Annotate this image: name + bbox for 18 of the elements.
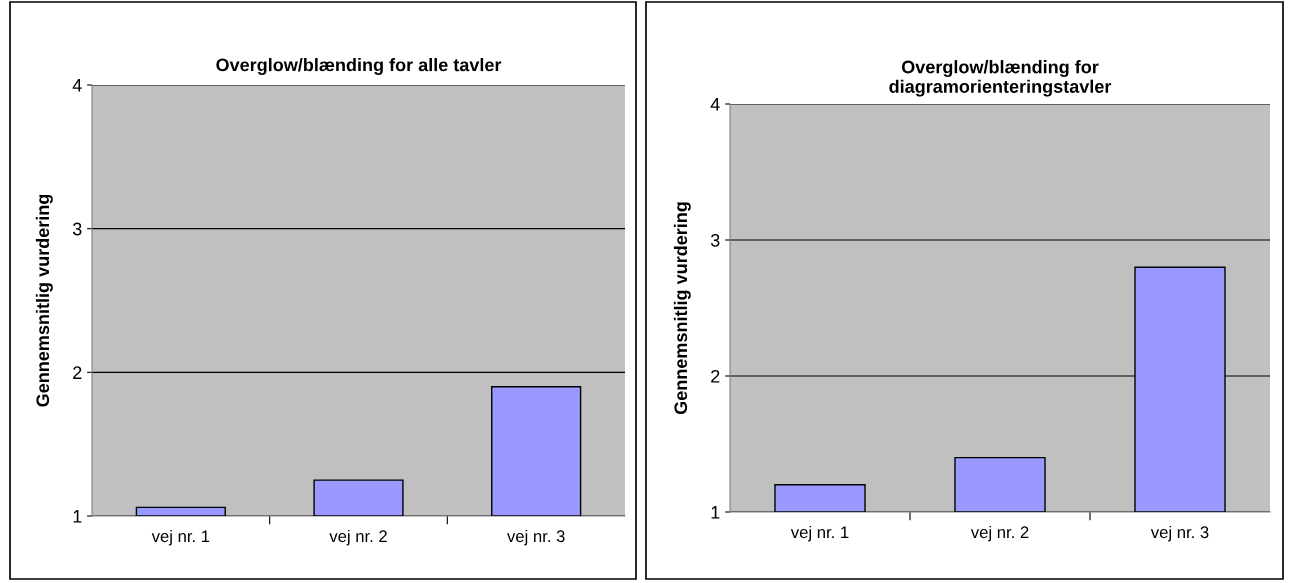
y-tick-label: 2 bbox=[73, 366, 82, 379]
chart-title: Overglow/blænding for diagramorienteringstavler bbox=[889, 60, 1112, 97]
chart-title: Overglow/blænding for alle tavler bbox=[216, 58, 502, 75]
y-tick-label: 4 bbox=[710, 98, 720, 111]
x-tick-label: vej nr. 3 bbox=[1150, 525, 1209, 542]
x-tick-label: vej nr. 1 bbox=[790, 525, 849, 542]
y-tick-label: 4 bbox=[72, 79, 82, 92]
y-tick-label: 3 bbox=[710, 233, 720, 247]
x-tick-label: vej nr. 2 bbox=[970, 525, 1029, 542]
x-tick-label: vej nr. 2 bbox=[329, 529, 387, 546]
x-tick-label: vej nr. 1 bbox=[151, 529, 210, 546]
y-tick-label: 1 bbox=[711, 506, 720, 519]
y-tick-label: 3 bbox=[72, 222, 82, 236]
y-axis-title: Gennemsnitlig vurdering bbox=[35, 194, 53, 407]
x-tick-label: vej nr. 3 bbox=[507, 529, 565, 546]
y-tick-label: 2 bbox=[711, 369, 720, 383]
y-axis-title: Gennemsnitlig vurdering bbox=[673, 202, 691, 415]
y-tick-label: 1 bbox=[73, 510, 82, 523]
